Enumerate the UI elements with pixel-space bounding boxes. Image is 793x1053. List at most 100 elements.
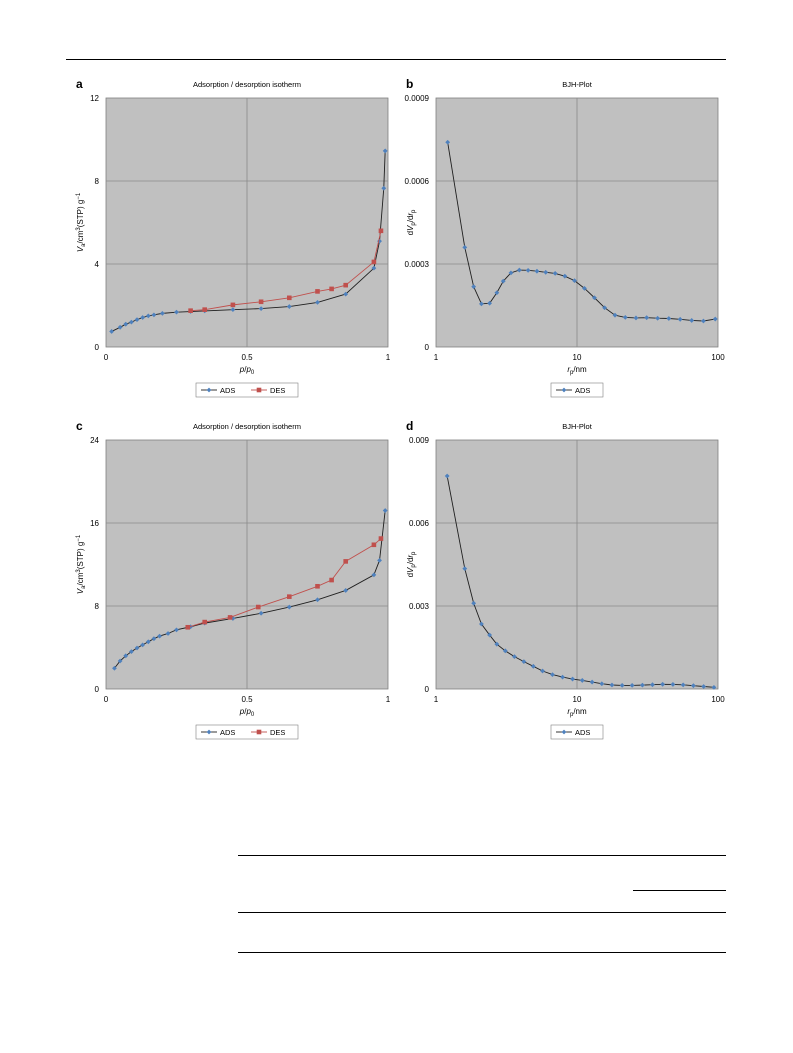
data-point-ads [619, 683, 625, 688]
y-tick-label: 16 [90, 519, 99, 528]
legend-marker-ads [206, 729, 212, 735]
y-axis-label: Va/cm3(STP) g−1 [76, 192, 87, 252]
data-point-ads [479, 621, 484, 627]
data-point-ads [471, 600, 477, 606]
data-point-ads [462, 566, 468, 572]
data-point-ads [382, 148, 388, 154]
data-point-des [227, 615, 233, 620]
legend-label-ads: ADS [575, 386, 590, 395]
chart-title: Adsorption / desorption isotherm [193, 80, 301, 89]
x-tick-label: 1 [434, 353, 439, 362]
legend-label-des: DES [270, 386, 285, 395]
data-point-ads [689, 318, 695, 323]
legend-marker-des [256, 729, 262, 735]
x-tick-label: 100 [711, 353, 725, 362]
y-tick-label: 0.003 [409, 602, 430, 611]
data-point-ads [666, 316, 672, 321]
data-point-ads [230, 307, 236, 313]
y-tick-label: 0.009 [409, 436, 430, 445]
data-point-ads [562, 273, 568, 279]
legend-marker-des [256, 387, 262, 393]
data-point-ads [582, 285, 587, 291]
data-point-ads [655, 315, 661, 321]
data-point-ads [343, 588, 349, 593]
data-point-ads [589, 679, 595, 685]
data-point-ads [525, 267, 531, 273]
data-point-ads [640, 682, 645, 688]
y-tick-label: 0.0006 [405, 177, 430, 186]
panel-letter: a [76, 77, 83, 91]
y-tick-label: 0 [425, 343, 430, 352]
data-point-ads [602, 305, 608, 311]
legend: ADS DES [195, 724, 299, 740]
legend-label-ads: ADS [575, 728, 590, 737]
data-point-ads [140, 315, 146, 320]
data-point-ads [534, 268, 540, 274]
data-point-ads [381, 185, 387, 191]
y-tick-label: 0.0003 [405, 260, 430, 269]
series-line-des [187, 538, 382, 628]
data-point-ads [109, 329, 115, 334]
data-point-des [315, 289, 320, 294]
data-point-ads [712, 316, 718, 322]
y-tick-label: 0.0009 [405, 94, 430, 103]
chart-panel-b: b BJH-Plot 0 0.0003 0.0006 0.0009 1 10 100 rp/nm d… [400, 74, 730, 404]
legend: ADS [550, 382, 604, 398]
data-point-des [230, 302, 236, 308]
data-point-ads [165, 631, 171, 636]
y-tick-label: 8 [95, 602, 100, 611]
x-tick-label: 10 [573, 353, 582, 362]
chart-panel-a: a Adsorption / desorption isotherm 0 4 8 12 0 0… [70, 74, 400, 404]
data-point-ads [258, 306, 264, 312]
data-point-des [202, 619, 207, 625]
y-tick-label: 24 [90, 436, 99, 445]
data-point-ads [660, 681, 666, 687]
data-point-ads [629, 683, 635, 688]
data-point-ads [579, 678, 585, 683]
data-point-ads [471, 284, 477, 290]
x-axis-label: p/p0 [239, 707, 255, 718]
x-tick-label: 1 [434, 695, 439, 704]
data-point-ads [151, 636, 157, 642]
table-bottom-rule [238, 952, 726, 953]
data-point-ads [543, 269, 549, 275]
y-tick-label: 0 [425, 685, 430, 694]
legend: ADS DES [195, 382, 299, 398]
panel-letter: b [406, 77, 413, 91]
x-tick-label: 0 [104, 353, 109, 362]
data-point-ads [258, 610, 264, 616]
data-point-ads [479, 301, 484, 307]
data-point-ads [157, 633, 162, 639]
legend-box [195, 724, 299, 740]
data-point-des [343, 559, 348, 564]
legend-box [550, 382, 604, 398]
data-point-des [329, 577, 334, 583]
data-point-ads [343, 291, 349, 297]
data-point-des [371, 259, 377, 265]
data-point-des [315, 583, 320, 589]
data-point-ads [570, 676, 575, 682]
data-point-ads [315, 597, 320, 603]
data-point-des [371, 542, 377, 548]
data-point-ads [572, 278, 577, 283]
data-point-des [343, 282, 348, 288]
chart-svg: b BJH-Plot 0 0.0003 0.0006 0.0009 1 10 100 rp/nm d… [405, 77, 725, 398]
data-point-ads [677, 316, 683, 322]
panel-letter: d [406, 419, 413, 433]
x-tick-label: 1 [386, 353, 391, 362]
data-point-ads [140, 642, 146, 648]
legend-box [550, 724, 604, 740]
data-point-ads [599, 681, 605, 687]
y-tick-label: 0 [95, 343, 100, 352]
y-axis-label: Va/cm3(STP) g−1 [76, 534, 87, 594]
legend-marker-ads [206, 387, 212, 393]
data-point-des [287, 594, 292, 599]
chart-title: BJH-Plot [562, 422, 593, 431]
y-tick-label: 12 [90, 94, 99, 103]
x-tick-label: 0.5 [241, 353, 253, 362]
y-tick-label: 8 [95, 177, 100, 186]
data-point-ads [371, 572, 377, 578]
data-point-ads [371, 265, 377, 271]
panel-letter: c [76, 419, 83, 433]
data-point-ads [592, 295, 597, 301]
